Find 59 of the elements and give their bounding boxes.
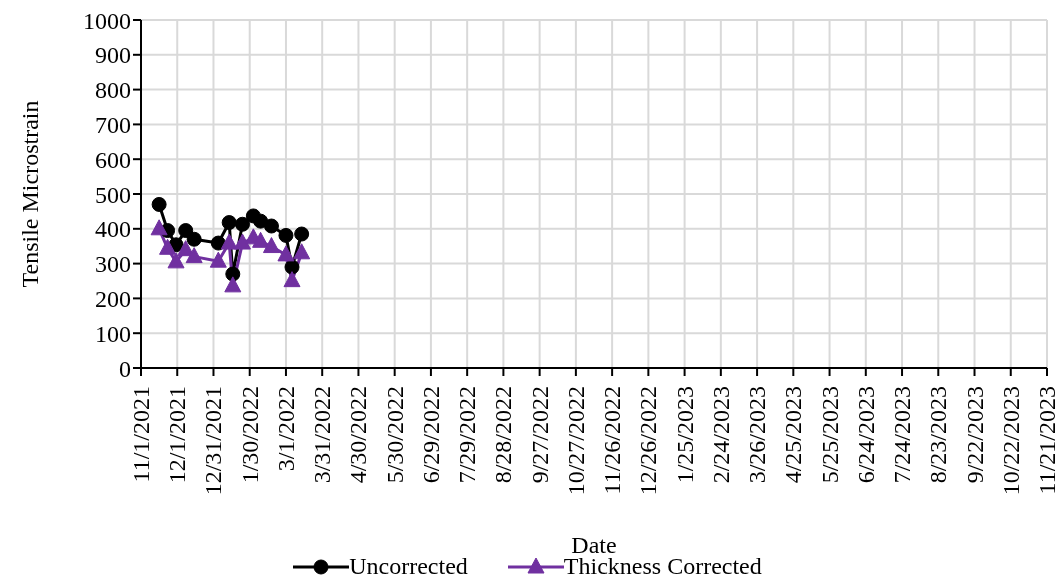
x-tick-label: 12/31/2021 xyxy=(200,386,227,496)
point xyxy=(278,227,294,243)
point xyxy=(263,218,279,234)
y-tick-label: 500 xyxy=(95,181,131,208)
y-tick-label: 800 xyxy=(95,77,131,104)
x-tick-label: 3/31/2022 xyxy=(309,386,336,484)
point xyxy=(220,233,238,250)
legend-label: Uncorrected xyxy=(349,553,468,580)
y-tick-label: 300 xyxy=(95,251,131,278)
point xyxy=(150,219,168,236)
x-tick-label: 7/29/2022 xyxy=(454,386,481,484)
point xyxy=(283,271,301,288)
x-tick-label: 8/28/2022 xyxy=(490,386,517,484)
x-tick-label: 10/22/2023 xyxy=(997,386,1024,496)
point xyxy=(167,252,185,269)
point xyxy=(224,276,242,293)
x-tick-label: 7/24/2023 xyxy=(889,386,916,484)
x-tick-label: 9/27/2022 xyxy=(526,386,553,484)
x-tick-label: 3/1/2022 xyxy=(272,386,299,472)
point xyxy=(262,237,280,254)
point xyxy=(233,233,251,250)
y-tick-label: 0 xyxy=(119,355,131,382)
point xyxy=(225,266,241,282)
x-tick-label: 3/26/2023 xyxy=(744,386,771,484)
point xyxy=(294,226,310,242)
y-tick-label: 200 xyxy=(95,285,131,312)
y-tick-label: 700 xyxy=(95,111,131,138)
x-tick-label: 6/24/2023 xyxy=(852,386,879,484)
x-tick-label: 1/30/2022 xyxy=(236,386,263,484)
x-tick-label: 5/30/2022 xyxy=(381,386,408,484)
point xyxy=(186,231,202,247)
y-axis-title: Tensile Microstrain xyxy=(17,100,43,288)
x-tick-label: 9/22/2023 xyxy=(961,386,988,484)
x-tick-label: 5/25/2023 xyxy=(816,386,843,484)
x-tick-label: 12/1/2021 xyxy=(164,386,191,484)
point xyxy=(209,251,227,268)
x-tick-label: 12/26/2022 xyxy=(635,386,662,496)
x-tick-label: 4/30/2022 xyxy=(345,386,372,484)
y-tick-label: 100 xyxy=(95,320,131,347)
point xyxy=(293,243,311,260)
point xyxy=(151,196,167,212)
x-tick-label: 4/25/2023 xyxy=(780,386,807,484)
x-tick-label: 11/26/2022 xyxy=(599,386,626,495)
x-tick-label: 1/25/2023 xyxy=(671,386,698,484)
y-tick-label: 600 xyxy=(95,146,131,173)
x-tick-label: 6/29/2022 xyxy=(417,386,444,484)
point xyxy=(159,238,177,255)
x-tick-label: 2/24/2023 xyxy=(707,386,734,484)
point xyxy=(277,245,295,262)
x-tick-label: 10/27/2022 xyxy=(562,386,589,496)
point xyxy=(185,247,203,264)
x-tick-label: 8/23/2023 xyxy=(925,386,952,484)
y-tick-label: 1000 xyxy=(83,7,131,34)
y-tick-label: 900 xyxy=(95,42,131,69)
x-tick-label: 11/21/2023 xyxy=(1034,386,1060,495)
y-tick-label: 400 xyxy=(95,216,131,243)
point xyxy=(234,216,250,232)
x-tick-label: 11/1/2021 xyxy=(128,386,154,483)
point xyxy=(221,215,237,231)
